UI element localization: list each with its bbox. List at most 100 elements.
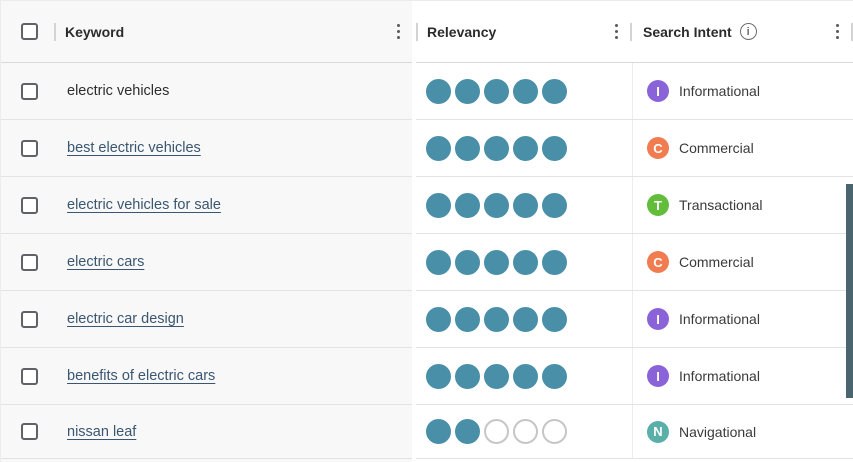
search-intent-column-title: Search Intent: [643, 23, 732, 40]
relevancy-dot-empty: [484, 419, 509, 444]
relevancy-dot-filled: [542, 363, 567, 389]
relevancy-dot-filled: [426, 419, 451, 444]
metrics-row: N Navigational: [416, 405, 853, 459]
header-divider: [416, 22, 418, 41]
keyword-link[interactable]: best electric vehicles: [67, 140, 201, 156]
keyword-column-panel: Keyword electric vehicles best electric …: [1, 1, 412, 462]
relevancy-cell: [416, 291, 632, 347]
metrics-row: I Informational: [416, 291, 853, 348]
row-checkbox[interactable]: [21, 310, 38, 328]
relevancy-dot-filled: [426, 78, 451, 104]
relevancy-dot-filled: [484, 363, 509, 389]
relevancy-dot-filled: [484, 192, 509, 218]
keyword-row: nissan leaf: [1, 405, 412, 459]
search-intent-cell: I Informational: [632, 348, 853, 404]
metrics-header: Relevancy Search Intent i: [416, 1, 853, 63]
intent-badge: I: [647, 365, 669, 387]
keyword-link[interactable]: electric cars: [67, 254, 145, 270]
relevancy-dot-filled: [426, 306, 451, 332]
relevancy-dot-filled: [513, 249, 538, 275]
relevancy-dots: [426, 363, 567, 389]
keyword-row: electric car design: [1, 291, 412, 348]
intent-label: Commercial: [679, 254, 754, 270]
keyword-column-header: Keyword: [1, 1, 412, 63]
relevancy-cell: [416, 177, 632, 233]
row-checkbox[interactable]: [21, 139, 38, 157]
relevancy-dots: [426, 135, 567, 161]
keyword-row: electric vehicles for sale: [1, 177, 412, 234]
keyword-column-menu-icon[interactable]: [396, 23, 400, 40]
relevancy-dots: [426, 419, 567, 444]
intent-label: Informational: [679, 83, 760, 99]
relevancy-dot-filled: [484, 306, 509, 332]
keyword-link[interactable]: benefits of electric cars: [67, 368, 216, 384]
intent-label: Informational: [679, 368, 760, 384]
header-divider: [630, 22, 632, 41]
row-checkbox[interactable]: [21, 82, 38, 100]
metrics-row: C Commercial: [416, 120, 853, 177]
intent-badge: T: [647, 194, 669, 216]
relevancy-cell: [416, 63, 632, 119]
intent-label: Transactional: [679, 197, 763, 213]
intent-label: Informational: [679, 311, 760, 327]
relevancy-dot-filled: [484, 135, 509, 161]
relevancy-dot-filled: [484, 78, 509, 104]
keyword-row: best electric vehicles: [1, 120, 412, 177]
keyword-row: benefits of electric cars: [1, 348, 412, 405]
row-checkbox[interactable]: [21, 253, 38, 271]
relevancy-column-title: Relevancy: [427, 23, 497, 40]
intent-badge: I: [647, 308, 669, 330]
keyword-link[interactable]: electric car design: [67, 311, 184, 327]
keyword-link[interactable]: electric vehicles for sale: [67, 197, 221, 213]
relevancy-dot-filled: [426, 192, 451, 218]
row-checkbox[interactable]: [21, 196, 38, 214]
frozen-column-separator: [412, 1, 416, 462]
intent-badge: N: [647, 420, 669, 443]
header-divider: [851, 22, 853, 41]
vertical-scrollbar-thumb[interactable]: [846, 184, 853, 398]
keyword-row: electric vehicles: [1, 63, 412, 120]
search-intent-cell: I Informational: [632, 63, 853, 119]
metrics-row: I Informational: [416, 348, 853, 405]
relevancy-dot-empty: [513, 419, 538, 444]
keyword-link[interactable]: nissan leaf: [67, 423, 137, 440]
relevancy-dot-filled: [455, 192, 480, 218]
relevancy-dot-empty: [542, 419, 567, 444]
search-intent-column-menu-icon[interactable]: [835, 23, 839, 40]
keyword-column-title: Keyword: [65, 23, 125, 40]
search-intent-column-header: Search Intent i: [632, 1, 851, 62]
search-intent-cell: I Informational: [632, 291, 853, 347]
relevancy-dot-filled: [513, 135, 538, 161]
relevancy-dot-filled: [542, 306, 567, 332]
header-divider: [54, 22, 56, 41]
search-intent-info-icon[interactable]: i: [739, 23, 757, 40]
relevancy-dot-filled: [455, 419, 480, 444]
relevancy-cell: [416, 348, 632, 404]
relevancy-dot-filled: [426, 249, 451, 275]
row-checkbox[interactable]: [21, 367, 38, 385]
intent-label: Navigational: [679, 423, 757, 440]
select-all-checkbox[interactable]: [21, 23, 38, 40]
search-intent-cell: C Commercial: [632, 234, 853, 290]
metrics-row: C Commercial: [416, 234, 853, 291]
intent-label: Commercial: [679, 140, 754, 156]
relevancy-cell: [416, 405, 632, 458]
relevancy-dot-filled: [455, 135, 480, 161]
row-checkbox[interactable]: [21, 423, 38, 440]
relevancy-column-header: Relevancy: [418, 1, 630, 62]
relevancy-dot-filled: [513, 306, 538, 332]
relevancy-dot-filled: [455, 78, 480, 104]
relevancy-cell: [416, 120, 632, 176]
metrics-panel: Relevancy Search Intent i I Informationa…: [416, 1, 853, 462]
intent-badge: C: [647, 251, 669, 273]
relevancy-dot-filled: [513, 363, 538, 389]
relevancy-dot-filled: [513, 78, 538, 104]
relevancy-dots: [426, 249, 567, 275]
relevancy-dot-filled: [513, 192, 538, 218]
relevancy-dot-filled: [455, 306, 480, 332]
search-intent-cell: C Commercial: [632, 120, 853, 176]
relevancy-column-menu-icon[interactable]: [614, 23, 618, 40]
relevancy-dot-filled: [426, 363, 451, 389]
relevancy-dots: [426, 306, 567, 332]
